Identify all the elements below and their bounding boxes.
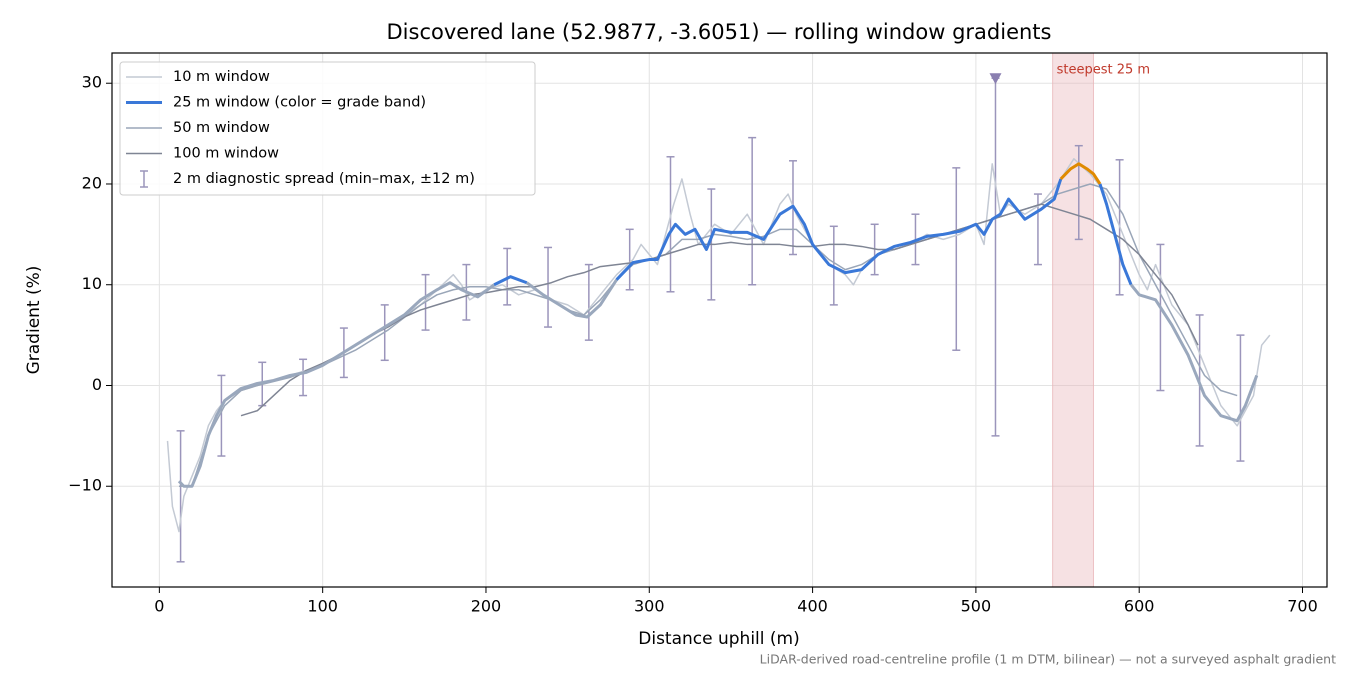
error-bar — [748, 136, 757, 286]
error-bar — [1156, 243, 1165, 392]
legend-label: 100 m window — [173, 146, 279, 162]
y-tick-label: 30 — [82, 73, 102, 92]
series-line — [525, 278, 618, 319]
error-bar — [299, 358, 308, 397]
legend-label: 2 m diagnostic spread (min–max, ±12 m) — [173, 171, 475, 187]
series-line — [240, 203, 1199, 417]
plot-frame — [111, 52, 1328, 588]
x-tick-label: 200 — [471, 597, 502, 616]
error-bar — [544, 246, 553, 328]
x-tick-label: 600 — [1124, 597, 1155, 616]
series-line — [1098, 183, 1133, 286]
steepest-label: steepest 25 m — [1057, 63, 1150, 78]
error-bar — [1074, 144, 1083, 241]
error-bar — [625, 228, 634, 291]
error-bar — [666, 156, 675, 293]
error-bar — [952, 167, 961, 351]
series-line — [1129, 283, 1259, 423]
y-tick-label: −10 — [68, 476, 102, 495]
x-tick-label: 300 — [634, 597, 665, 616]
y-axis-label: Gradient (%) — [24, 266, 44, 375]
x-tick-label: 0 — [154, 597, 164, 616]
max-marker — [989, 73, 1002, 85]
legend-label: 10 m window — [173, 69, 270, 85]
x-tick-label: 400 — [797, 597, 828, 616]
series-line — [615, 178, 1063, 281]
legend-label: 50 m window — [173, 120, 270, 136]
legend: 10 m window 25 m window (color = grade ba… — [119, 61, 536, 196]
legend-label: 25 m window (color = grade band) — [173, 95, 426, 111]
legend-box — [119, 61, 536, 196]
error-bar — [584, 263, 593, 341]
footnote: LiDAR-derived road-centreline profile (1… — [760, 652, 1336, 667]
series-line — [493, 275, 528, 287]
series-line — [166, 158, 1271, 533]
x-tick-label: 700 — [1287, 597, 1318, 616]
y-tick-label: 20 — [82, 173, 102, 192]
x-tick-label: 500 — [961, 597, 992, 616]
series-line — [178, 183, 1238, 487]
series-line — [177, 281, 496, 488]
chart-title: Discovered lane (52.9877, -3.6051) — rol… — [387, 20, 1052, 44]
error-bar — [176, 430, 185, 563]
error-bar — [217, 374, 226, 457]
series-line — [1059, 162, 1102, 185]
x-tick-label: 100 — [307, 597, 338, 616]
error-bar — [1236, 334, 1245, 462]
y-tick-label: 10 — [82, 274, 102, 293]
steepest-band — [1052, 52, 1094, 588]
y-tick-label: 0 — [92, 375, 102, 394]
x-axis-label: Distance uphill (m) — [638, 629, 799, 649]
error-bar — [991, 77, 1000, 437]
